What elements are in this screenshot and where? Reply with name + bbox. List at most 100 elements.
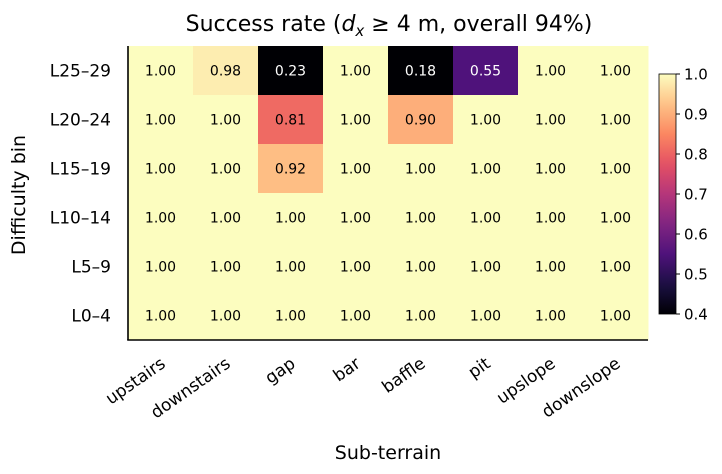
cell-value-label: 0.98 — [210, 64, 241, 80]
heatmap-cell — [388, 242, 454, 292]
heatmap-cell — [323, 193, 389, 243]
cell-value-label: 1.00 — [340, 64, 371, 80]
cell-value-label: 1.00 — [340, 211, 371, 227]
cell-value-label: 1.00 — [405, 309, 436, 325]
cell-value-label: 1.00 — [210, 113, 241, 129]
heatmap-cell — [193, 242, 259, 292]
cell-value-label: 0.92 — [275, 162, 306, 178]
y-tick-label: L10–14 — [50, 209, 111, 229]
heatmap-cell — [193, 291, 259, 341]
heatmap-cell — [388, 291, 454, 341]
heatmap-cell — [128, 242, 194, 292]
x-axis-label: Sub-terrain — [335, 442, 441, 464]
cell-value-label: 1.00 — [145, 64, 176, 80]
x-tick-label: bar — [330, 354, 365, 387]
heatmap-cell — [323, 46, 389, 96]
heatmap-cell — [518, 144, 584, 194]
cell-value-label: 1.00 — [340, 162, 371, 178]
heatmap-cell — [128, 291, 194, 341]
heatmap-cell — [583, 193, 649, 243]
heatmap-cell — [128, 46, 194, 96]
heatmap-cell — [453, 95, 519, 145]
cell-value-label: 1.00 — [405, 211, 436, 227]
cell-value-labels: 1.00 0.98 0.23 1.00 0.18 0.55 1.00 1.00 1.00 1.00… — [145, 64, 631, 325]
heatmap-cell — [453, 291, 519, 341]
cell-value-label: 1.00 — [600, 211, 631, 227]
heatmap-cell — [518, 242, 584, 292]
heatmap-cell — [258, 46, 324, 96]
cell-value-label: 1.00 — [535, 309, 566, 325]
cell-value-label: 1.00 — [340, 309, 371, 325]
heatmap-cell — [128, 144, 194, 194]
axes — [127, 46, 648, 341]
heatmap-cell — [518, 291, 584, 341]
cell-value-label: 1.00 — [210, 260, 241, 276]
colorbar-tick-label: 1.0 — [684, 66, 708, 84]
heatmap-cell — [583, 46, 649, 96]
cell-value-label: 1.00 — [340, 113, 371, 129]
x-tick-label: baffle — [378, 354, 429, 398]
heatmap-cell — [518, 46, 584, 96]
colorbar-tick-label: 0.9 — [684, 106, 708, 124]
heatmap-cell — [323, 144, 389, 194]
cell-value-label: 0.18 — [405, 64, 436, 80]
heatmap-cell — [583, 144, 649, 194]
heatmap-cell — [258, 144, 324, 194]
cell-value-label: 1.00 — [405, 162, 436, 178]
heatmap-cell — [453, 144, 519, 194]
cell-value-label: 1.00 — [275, 211, 306, 227]
x-tick-label: gap — [262, 354, 300, 389]
cell-value-label: 1.00 — [470, 113, 501, 129]
cell-value-label: 1.00 — [470, 162, 501, 178]
cell-value-label: 1.00 — [275, 309, 306, 325]
heatmap-cell — [258, 242, 324, 292]
cell-value-label: 1.00 — [600, 260, 631, 276]
cell-value-label: 1.00 — [145, 211, 176, 227]
y-tick-label: L20–24 — [50, 111, 111, 131]
heatmap-cell — [193, 144, 259, 194]
heatmap-cell — [323, 95, 389, 145]
cell-value-label: 0.81 — [275, 113, 306, 129]
heatmap-cells — [128, 46, 649, 341]
heatmap-cell — [258, 95, 324, 145]
colorbar-tick-label: 0.6 — [684, 226, 708, 244]
cell-value-label: 1.00 — [535, 113, 566, 129]
cell-value-label: 1.00 — [535, 260, 566, 276]
y-tick-label: L5–9 — [71, 258, 111, 278]
heatmap-cell — [258, 291, 324, 341]
heatmap-cell — [453, 46, 519, 96]
cell-value-label: 1.00 — [145, 309, 176, 325]
heatmap-cell — [128, 193, 194, 243]
cell-value-label: 1.00 — [210, 162, 241, 178]
heatmap-cell — [388, 193, 454, 243]
heatmap-cell — [583, 242, 649, 292]
heatmap-cell — [453, 193, 519, 243]
y-tick-labels: L25–29 L20–24 L15–19 L10–14 L5–9 L0–4 — [50, 62, 111, 327]
cell-value-label: 1.00 — [275, 260, 306, 276]
y-axis-label: Difficulty bin — [8, 135, 30, 255]
cell-value-label: 1.00 — [535, 64, 566, 80]
cell-value-label: 1.00 — [145, 162, 176, 178]
cell-value-label: 1.00 — [535, 211, 566, 227]
colorbar-tick-label: 0.7 — [684, 186, 708, 204]
colorbar: 1.0 0.9 0.8 0.7 0.6 0.5 0.4 — [658, 66, 708, 324]
heatmap-cell — [193, 95, 259, 145]
cell-value-label: 1.00 — [340, 260, 371, 276]
cell-value-label: 1.00 — [210, 309, 241, 325]
colorbar-tick-label: 0.5 — [684, 266, 708, 284]
heatmap-cell — [388, 144, 454, 194]
colorbar-tick-label: 0.4 — [684, 306, 708, 324]
colorbar-gradient — [658, 73, 677, 315]
cell-value-label: 1.00 — [405, 260, 436, 276]
chart-title: Success rate (dx ≥ 4 m, overall 94%) — [186, 12, 593, 40]
heatmap-cell — [518, 95, 584, 145]
y-tick-label: L15–19 — [50, 160, 111, 180]
cell-value-label: 1.00 — [470, 309, 501, 325]
cell-value-label: 1.00 — [145, 260, 176, 276]
heatmap-cell — [388, 46, 454, 96]
cell-value-label: 1.00 — [600, 309, 631, 325]
heatmap-cell — [453, 242, 519, 292]
heatmap-cell — [258, 193, 324, 243]
